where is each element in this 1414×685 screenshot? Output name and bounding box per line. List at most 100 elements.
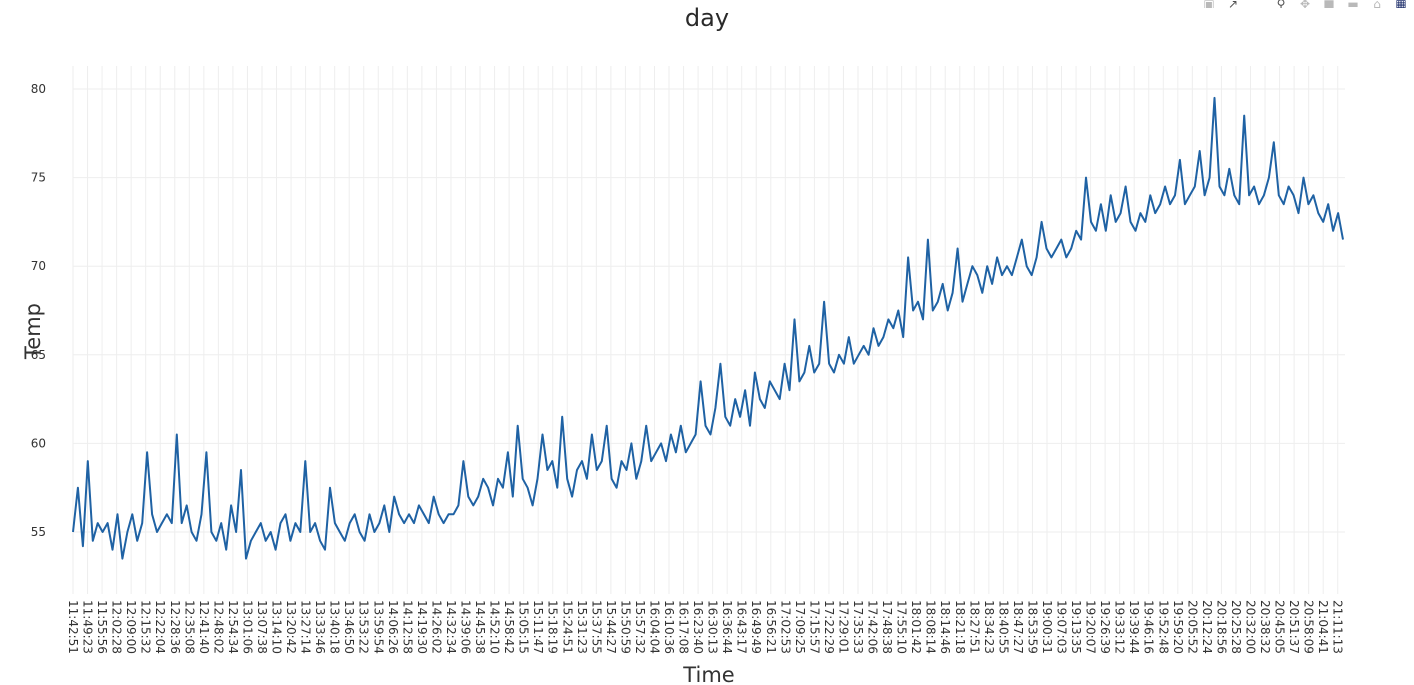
x-tick-label: 15:57:32 [633, 600, 647, 654]
x-tick-label: 14:06:26 [386, 600, 400, 654]
x-tick-label: 19:00:31 [1040, 600, 1054, 654]
x-tick-label: 20:18:56 [1214, 600, 1228, 654]
x-tick-label: 18:08:14 [924, 600, 938, 654]
x-tick-label: 15:44:27 [604, 600, 618, 654]
x-tick-label: 19:26:39 [1098, 600, 1112, 654]
x-tick-label: 12:09:00 [124, 600, 138, 654]
x-tick-label: 17:29:01 [836, 600, 850, 654]
x-tick-label: 16:04:04 [647, 600, 661, 654]
x-tick-label: 13:59:54 [371, 600, 385, 654]
zoom-in-icon[interactable]: ■ [1323, 0, 1335, 8]
x-tick-label: 18:01:42 [909, 600, 923, 654]
x-tick-label: 17:15:57 [807, 600, 821, 654]
x-tick-label: 13:01:06 [240, 600, 254, 654]
x-tick-label: 18:14:46 [938, 600, 952, 654]
x-tick-label: 18:34:23 [982, 600, 996, 654]
x-tick-label: 15:24:51 [560, 600, 574, 654]
x-tick-label: 12:15:32 [139, 600, 153, 654]
zoom-icon[interactable]: ⚲ [1276, 0, 1286, 8]
x-tick-label: 13:20:42 [284, 600, 298, 654]
autoscale-icon[interactable]: ↗ [1227, 0, 1239, 8]
y-tick-label: 70 [31, 259, 46, 273]
x-tick-label: 20:25:28 [1229, 600, 1243, 654]
x-tick-label: 17:22:29 [822, 600, 836, 654]
x-tick-label: 14:58:42 [502, 600, 516, 654]
x-tick-label: 20:58:09 [1302, 600, 1316, 654]
x-tick-label: 15:37:55 [589, 600, 603, 654]
x-tick-label: 14:52:10 [488, 600, 502, 654]
x-tick-label: 18:47:27 [1011, 600, 1025, 654]
x-tick-label: 16:17:08 [677, 600, 691, 654]
y-tick-label: 75 [31, 171, 46, 185]
x-tick-label: 19:13:35 [1069, 600, 1083, 654]
y-tick-label: 60 [31, 436, 46, 450]
x-tick-label: 17:48:38 [880, 600, 894, 654]
x-tick-label: 13:27:14 [299, 600, 313, 654]
x-tick-label: 15:18:19 [546, 600, 560, 654]
x-tick-label: 18:21:18 [953, 600, 967, 654]
x-tick-label: 15:31:23 [575, 600, 589, 654]
chart-title: day [684, 4, 730, 32]
x-tick-label: 19:46:16 [1142, 600, 1156, 654]
x-tick-label: 16:36:44 [720, 600, 734, 654]
y-axis-ticks: 55 60 65 70 75 80 [31, 82, 46, 539]
x-tick-label: 14:32:34 [444, 600, 458, 654]
x-tick-label: 11:42:51 [66, 600, 80, 654]
x-tick-label: 16:23:40 [691, 600, 705, 654]
x-tick-label: 21:04:41 [1316, 600, 1330, 654]
x-tick-label: 21:11:13 [1331, 600, 1345, 654]
home-icon[interactable]: ⌂ [1373, 0, 1381, 8]
x-tick-label: 14:19:30 [415, 600, 429, 654]
x-tick-label: 19:20:07 [1084, 600, 1098, 654]
x-tick-label: 16:49:49 [749, 600, 763, 654]
x-tick-label: 17:09:25 [793, 600, 807, 654]
y-tick-label: 80 [31, 82, 46, 96]
x-tick-label: 20:38:32 [1258, 600, 1272, 654]
x-tick-label: 14:45:38 [473, 600, 487, 654]
x-tick-label: 12:28:36 [168, 600, 182, 654]
x-tick-label: 16:10:36 [662, 600, 676, 654]
x-tick-label: 15:11:47 [531, 600, 545, 654]
x-tick-label: 16:56:21 [764, 600, 778, 654]
x-tick-label: 20:45:05 [1273, 600, 1287, 654]
camera-icon[interactable]: ▣ [1203, 0, 1215, 8]
x-tick-label: 13:53:22 [357, 600, 371, 654]
x-tick-label: 14:39:06 [459, 600, 473, 654]
zoom-out-icon[interactable]: ▬ [1347, 0, 1359, 8]
x-tick-label: 12:54:34 [226, 600, 240, 654]
x-tick-label: 20:12:24 [1200, 600, 1214, 654]
x-tick-label: 19:33:12 [1113, 600, 1127, 654]
x-tick-label: 12:48:02 [211, 600, 225, 654]
x-tick-label: 20:05:52 [1185, 600, 1199, 654]
y-tick-label: 65 [31, 348, 46, 362]
y-axis-title: Temp [21, 303, 45, 360]
plotly-logo-icon[interactable]: ▦ [1395, 0, 1407, 8]
x-tick-label: 12:35:08 [182, 600, 196, 654]
x-tick-label: 19:52:48 [1156, 600, 1170, 654]
x-tick-label: 11:49:23 [81, 600, 95, 654]
modebar-toolbar: ▣ ↗ ⚲ ✥ ■ ▬ ⌂ ▦ [1202, 0, 1408, 10]
x-tick-label: 14:12:58 [400, 600, 414, 654]
x-tick-label: 19:59:20 [1171, 600, 1185, 654]
x-tick-label: 18:40:55 [996, 600, 1010, 654]
x-tick-label: 17:42:06 [866, 600, 880, 654]
x-axis-ticks: 11:42:51 11:49:23 11:55:56 12:02:28 12:09:00… [66, 600, 1345, 654]
x-tick-label: 18:27:51 [967, 600, 981, 654]
x-tick-label: 17:35:33 [851, 600, 865, 654]
pan-icon[interactable]: ✥ [1299, 0, 1311, 8]
x-axis-title: Time [682, 663, 734, 685]
x-tick-label: 16:30:13 [706, 600, 720, 654]
x-tick-label: 15:50:59 [618, 600, 632, 654]
series-line-temp[interactable] [72, 96, 1344, 560]
x-tick-label: 19:39:44 [1127, 600, 1141, 654]
x-tick-label: 20:32:00 [1244, 600, 1258, 654]
x-tick-label: 13:07:38 [255, 600, 269, 654]
x-tick-label: 13:33:46 [313, 600, 327, 654]
x-tick-label: 14:26:02 [429, 600, 443, 654]
x-tick-label: 18:53:59 [1025, 600, 1039, 654]
x-tick-label: 13:40:18 [328, 600, 342, 654]
x-tick-label: 20:51:37 [1287, 600, 1301, 654]
x-tick-label: 16:43:17 [735, 600, 749, 654]
gridlines [72, 66, 1345, 594]
